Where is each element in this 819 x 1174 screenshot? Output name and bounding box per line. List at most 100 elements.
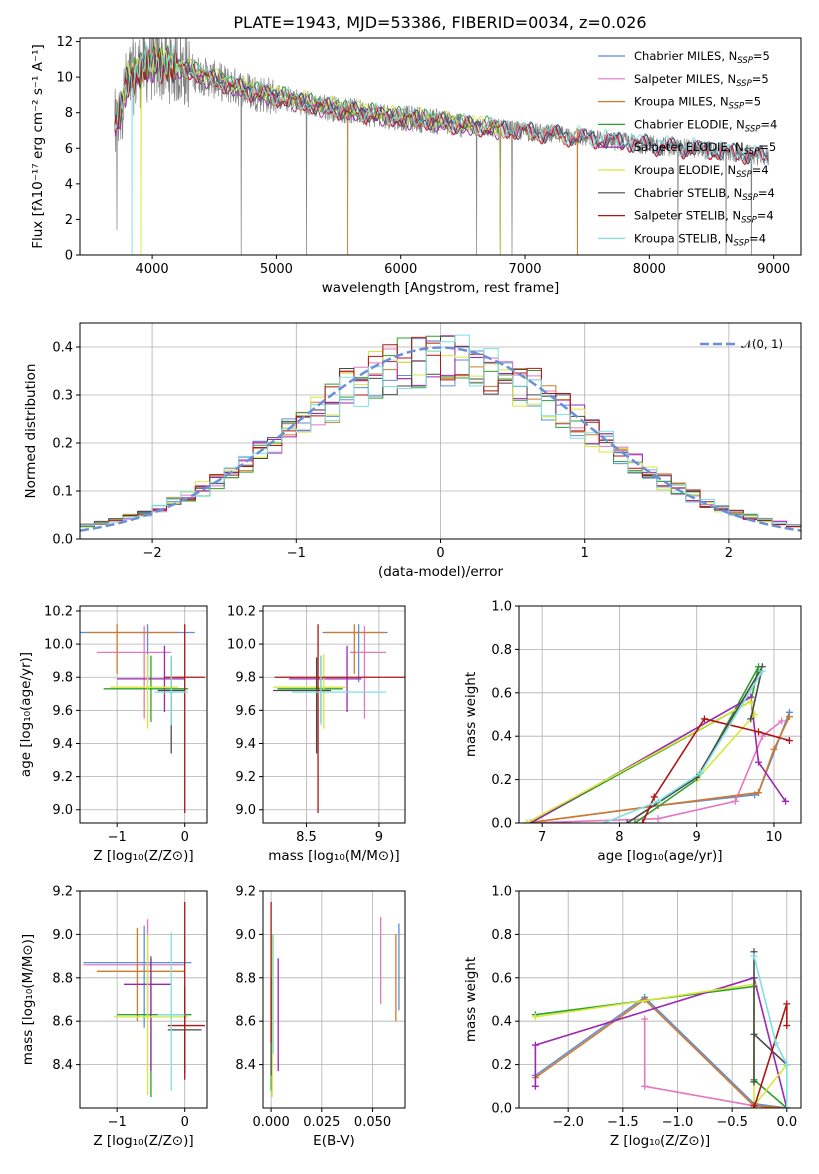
y-tick-label: 9.4 <box>235 737 256 752</box>
legend-entry-subscript: SSP <box>736 170 752 180</box>
y-tick-label: 0.0 <box>491 817 512 832</box>
y-tick-label: 0.2 <box>52 437 73 452</box>
y-tick-label: 9.6 <box>52 704 73 719</box>
axes-frame <box>79 37 802 256</box>
axes-frame <box>262 605 406 824</box>
massweight-vs-age-panel: 7 8 9 10 0.0 0.2 0.4 0.6 0.8 1.0 age [log₁₀(age/yr… <box>463 600 802 864</box>
x-tick-label: 1 <box>581 546 589 561</box>
mass-weight-marker <box>758 667 766 675</box>
spectrum-panel: 4000 5000 6000 7000 8000 9000 0 2 4 6 8 10 12 wavelen… <box>30 35 802 296</box>
histogram-steps <box>80 334 801 532</box>
legend-entry-tail: =5 <box>759 140 776 154</box>
mass-weight-line <box>530 695 787 823</box>
y-tick-label: 0.8 <box>491 643 512 658</box>
mass-weight-line <box>753 951 788 1082</box>
axes-frame <box>518 890 802 1109</box>
model-spectrum-line <box>114 44 769 255</box>
legend-entry-subscript: SSP <box>736 79 752 89</box>
y-tick-label: 0.2 <box>491 1058 512 1073</box>
mass-weight-marker <box>654 797 662 805</box>
mass-weight-marker <box>758 732 766 740</box>
y-tick-label: 9.0 <box>235 928 256 943</box>
legend-entry-tail: =5 <box>753 49 770 63</box>
legend-entry: Kroupa ELODIE, NSSP=4 <box>634 163 769 180</box>
mass-weight-marker <box>531 1082 539 1090</box>
y-tick-label: 0.8 <box>491 928 512 943</box>
y-tick-label: 1.0 <box>491 885 512 900</box>
y-tick-label: 2 <box>65 213 73 228</box>
mass-weight-marker <box>641 1015 649 1023</box>
mass-weight-marker <box>639 819 647 823</box>
x-tick-label: 0.000 <box>253 1115 290 1130</box>
mass-weight-marker <box>750 952 758 960</box>
y-tick-label: 12 <box>56 35 73 50</box>
mass-weight-marker <box>641 1082 649 1090</box>
y-tick-label: 0.6 <box>491 971 512 986</box>
y-tick-label: 8.4 <box>52 1058 73 1073</box>
x-tick-label: −1 <box>108 1115 127 1130</box>
y-tick-label: 1.0 <box>491 600 512 615</box>
mass-weight-marker <box>785 713 793 721</box>
age-vs-mass-panel: 8.5 9 9.0 9.2 9.4 9.6 9.8 10.0 10.2 mass [log₁₀(M… <box>227 604 406 864</box>
legend-entry-subscript: SSP <box>729 102 745 112</box>
y-tick-label: 8.6 <box>52 1015 73 1030</box>
normal-curve-legend-label: 𝒩(0, 1) <box>741 337 783 351</box>
x-tick-label: −1.5 <box>607 1115 639 1130</box>
y-tick-label: 0.4 <box>491 1015 512 1030</box>
age-vs-Z-panel: −1 0 9.0 9.2 9.4 9.6 9.8 10.0 10.2 Z [log₁₀(Z/Z⊙)… <box>18 604 208 864</box>
mass-weight-line <box>534 996 787 1108</box>
spectrum-lines <box>114 38 769 255</box>
legend-entry-subscript: SSP <box>745 124 761 134</box>
y-tick-label: 10.2 <box>227 604 256 619</box>
y-tick-label: 8.6 <box>235 1015 256 1030</box>
mass-weight-marker <box>650 793 658 801</box>
x-axis-label: E(B-V) <box>313 1133 355 1149</box>
y-tick-label: 9.0 <box>52 803 73 818</box>
mass-weight-marker <box>750 1078 758 1086</box>
mass-weight-marker <box>631 819 639 823</box>
y-tick-label: 0 <box>65 249 73 264</box>
y-tick-label: 10.0 <box>44 638 73 653</box>
y-tick-label: 9.2 <box>52 770 73 785</box>
mass-weight-line <box>753 955 788 1108</box>
mass-weight-marker <box>654 815 662 823</box>
mass-weight-marker <box>770 745 778 753</box>
y-tick-label: 8 <box>65 106 73 121</box>
mass-weight-marker <box>755 728 763 736</box>
model-spectrum-line <box>114 48 769 165</box>
x-tick-label: 4000 <box>136 262 169 277</box>
legend-entry-tail: =4 <box>757 209 774 223</box>
x-tick-label: −1.0 <box>662 1115 694 1130</box>
legend-entry-tail: =4 <box>752 163 769 177</box>
axes-frame <box>262 890 406 1109</box>
x-axis-label: Z [log₁₀(Z/Z⊙)] <box>93 1133 193 1149</box>
mass-weight-marker <box>747 697 755 705</box>
mass-weight-marker <box>772 1039 780 1047</box>
mass-vs-Z-errorbars <box>83 901 205 1098</box>
figure-title: PLATE=1943, MJD=53386, FIBERID=0034, z=0… <box>233 13 646 32</box>
legend-entry-tail: =4 <box>758 186 775 200</box>
y-tick-label: 10.2 <box>44 604 73 619</box>
y-tick-label: 0.1 <box>52 485 73 500</box>
x-axis-label: mass [log₁₀(M/M⊙)] <box>268 848 399 864</box>
mass-weight-marker <box>778 717 786 725</box>
x-tick-label: 2 <box>725 546 733 561</box>
mass-weight-line <box>534 998 787 1108</box>
y-tick-label: 0.3 <box>52 389 73 404</box>
y-tick-label: 0.4 <box>491 730 512 745</box>
mass-weight-marker <box>523 819 531 823</box>
massweight-vs-Z-panel: −2.0 −1.5 −1.0 −0.5 0.0 0.0 0.2 0.4 0.6 0.8 1.0 Z [… <box>463 885 802 1149</box>
model-spectrum-line <box>114 47 501 255</box>
mass-weight-marker <box>755 789 763 797</box>
x-tick-label: 8.5 <box>296 830 317 845</box>
mass-weight-line <box>535 983 788 1108</box>
normal-curve-line <box>80 346 801 532</box>
mass-weight-marker <box>600 819 608 823</box>
x-axis-label: Z [log₁₀(Z/Z⊙)] <box>93 848 193 864</box>
mass-weight-marker <box>750 1104 758 1108</box>
y-tick-label: 0.0 <box>52 533 73 548</box>
x-tick-label: 0.050 <box>354 1115 391 1130</box>
legend-entry: Salpeter STELIB, NSSP=4 <box>634 209 774 226</box>
y-tick-label: 9.0 <box>235 803 256 818</box>
